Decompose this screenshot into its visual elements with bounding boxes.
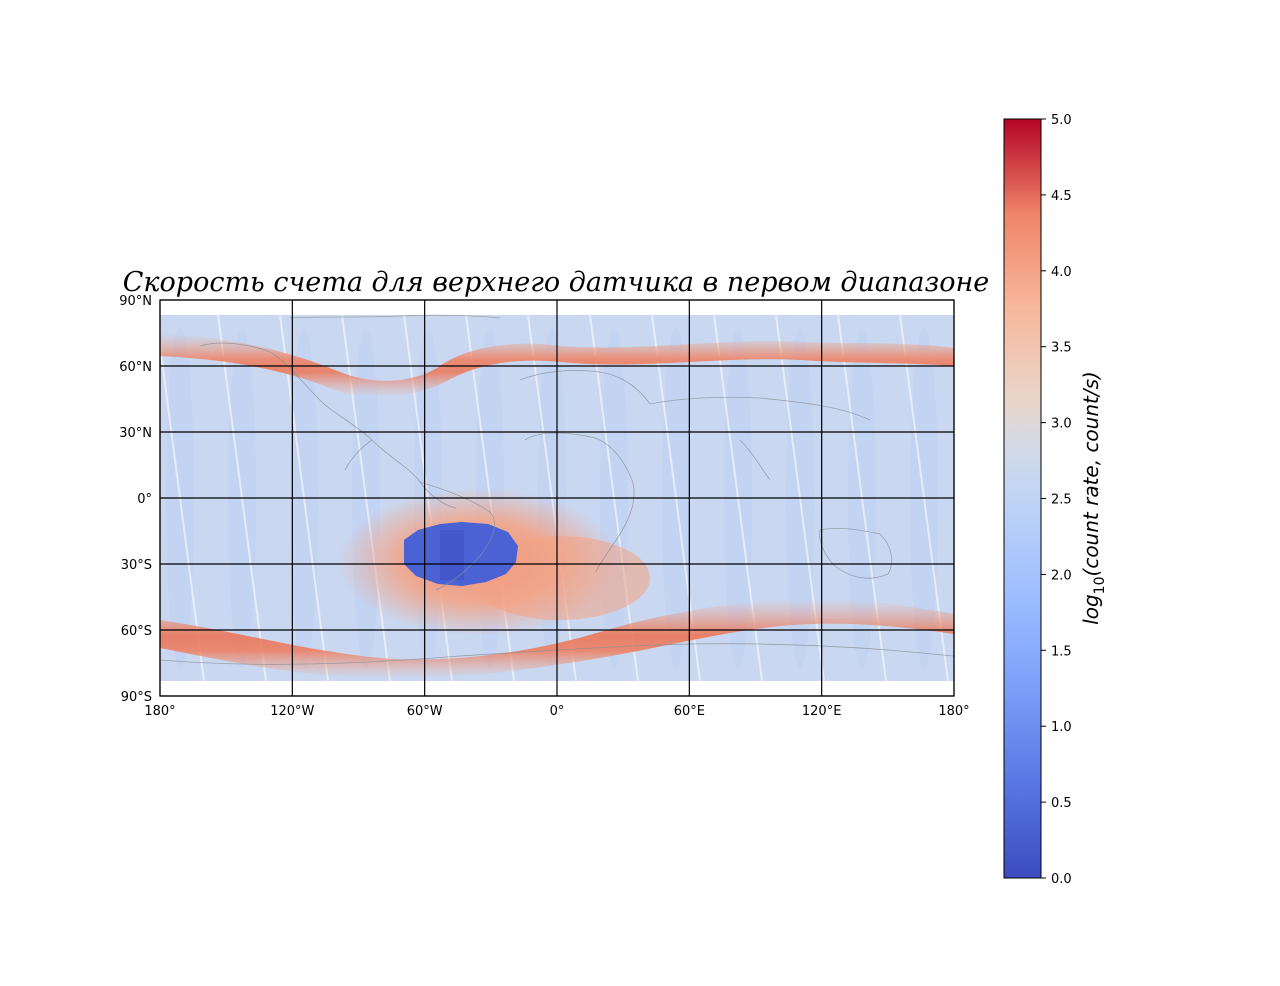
colorbar-label: log10(count rate, count/s) (1079, 371, 1108, 625)
chart-title: Скорость счета для верхнего датчика в пе… (123, 267, 990, 298)
colorbar-tick-label: 4.0 (1051, 265, 1072, 280)
y-tick-label: 30°S (121, 558, 152, 573)
y-tick-label: 90°S (121, 690, 152, 705)
x-tick-label: 0° (550, 704, 565, 719)
colorbar: 0.0 0.5 1.0 1.5 2.0 2.5 3.0 3.5 4.0 4.5 5.0 log10(… (1003, 113, 1108, 887)
x-tick-label: 120°W (270, 704, 314, 719)
southern-belt (160, 598, 954, 679)
x-tick-label: 180° (938, 704, 969, 719)
colorbar-tick-label: 3.0 (1051, 417, 1072, 432)
y-tick-label: 60°S (121, 624, 152, 639)
x-tick-label: 120°E (802, 704, 842, 719)
colorbar-tick-label: 1.0 (1051, 720, 1072, 735)
coastlines (160, 314, 954, 665)
colorbar-label-prefix: log (1079, 594, 1103, 625)
colorbar-tick-label: 0.5 (1051, 796, 1072, 811)
x-tick-label: 180° (144, 704, 175, 719)
y-tick-label: 0° (137, 492, 152, 507)
northern-belt (160, 334, 954, 398)
colorbar-label-rest: (count rate, count/s) (1079, 371, 1103, 576)
colorbar-ticks: 0.0 0.5 1.0 1.5 2.0 2.5 3.0 3.5 4.0 4.5 5.0 (1041, 113, 1072, 887)
colorbar-tick-label: 5.0 (1051, 113, 1072, 128)
x-tick-label: 60°E (674, 704, 705, 719)
saa-core-shade (440, 530, 464, 580)
y-tick-label: 60°N (119, 360, 152, 375)
map-frame (159, 299, 955, 697)
y-tick-label: 90°N (119, 294, 152, 309)
colorbar-tick-label: 2.5 (1051, 493, 1072, 508)
x-tick-label: 60°W (407, 704, 443, 719)
colorbar-tick-label: 1.5 (1051, 644, 1072, 659)
y-tick-label: 30°N (119, 426, 152, 441)
saa-core (404, 522, 518, 586)
colorbar-tick-label: 4.5 (1051, 189, 1072, 204)
colorbar-tick-label: 0.0 (1051, 872, 1072, 887)
colorbar-label-sub: 10 (1092, 576, 1108, 594)
colorbar-gradient (1003, 118, 1042, 879)
colorbar-tick-label: 3.5 (1051, 341, 1072, 356)
x-axis-ticks: 180° 120°W 60°W 0° 60°E 120°E 180° (144, 704, 969, 719)
y-axis-ticks: 90°N 60°N 30°N 0° 30°S 60°S 90°S (119, 294, 152, 705)
colorbar-tick-label: 2.0 (1051, 568, 1072, 583)
